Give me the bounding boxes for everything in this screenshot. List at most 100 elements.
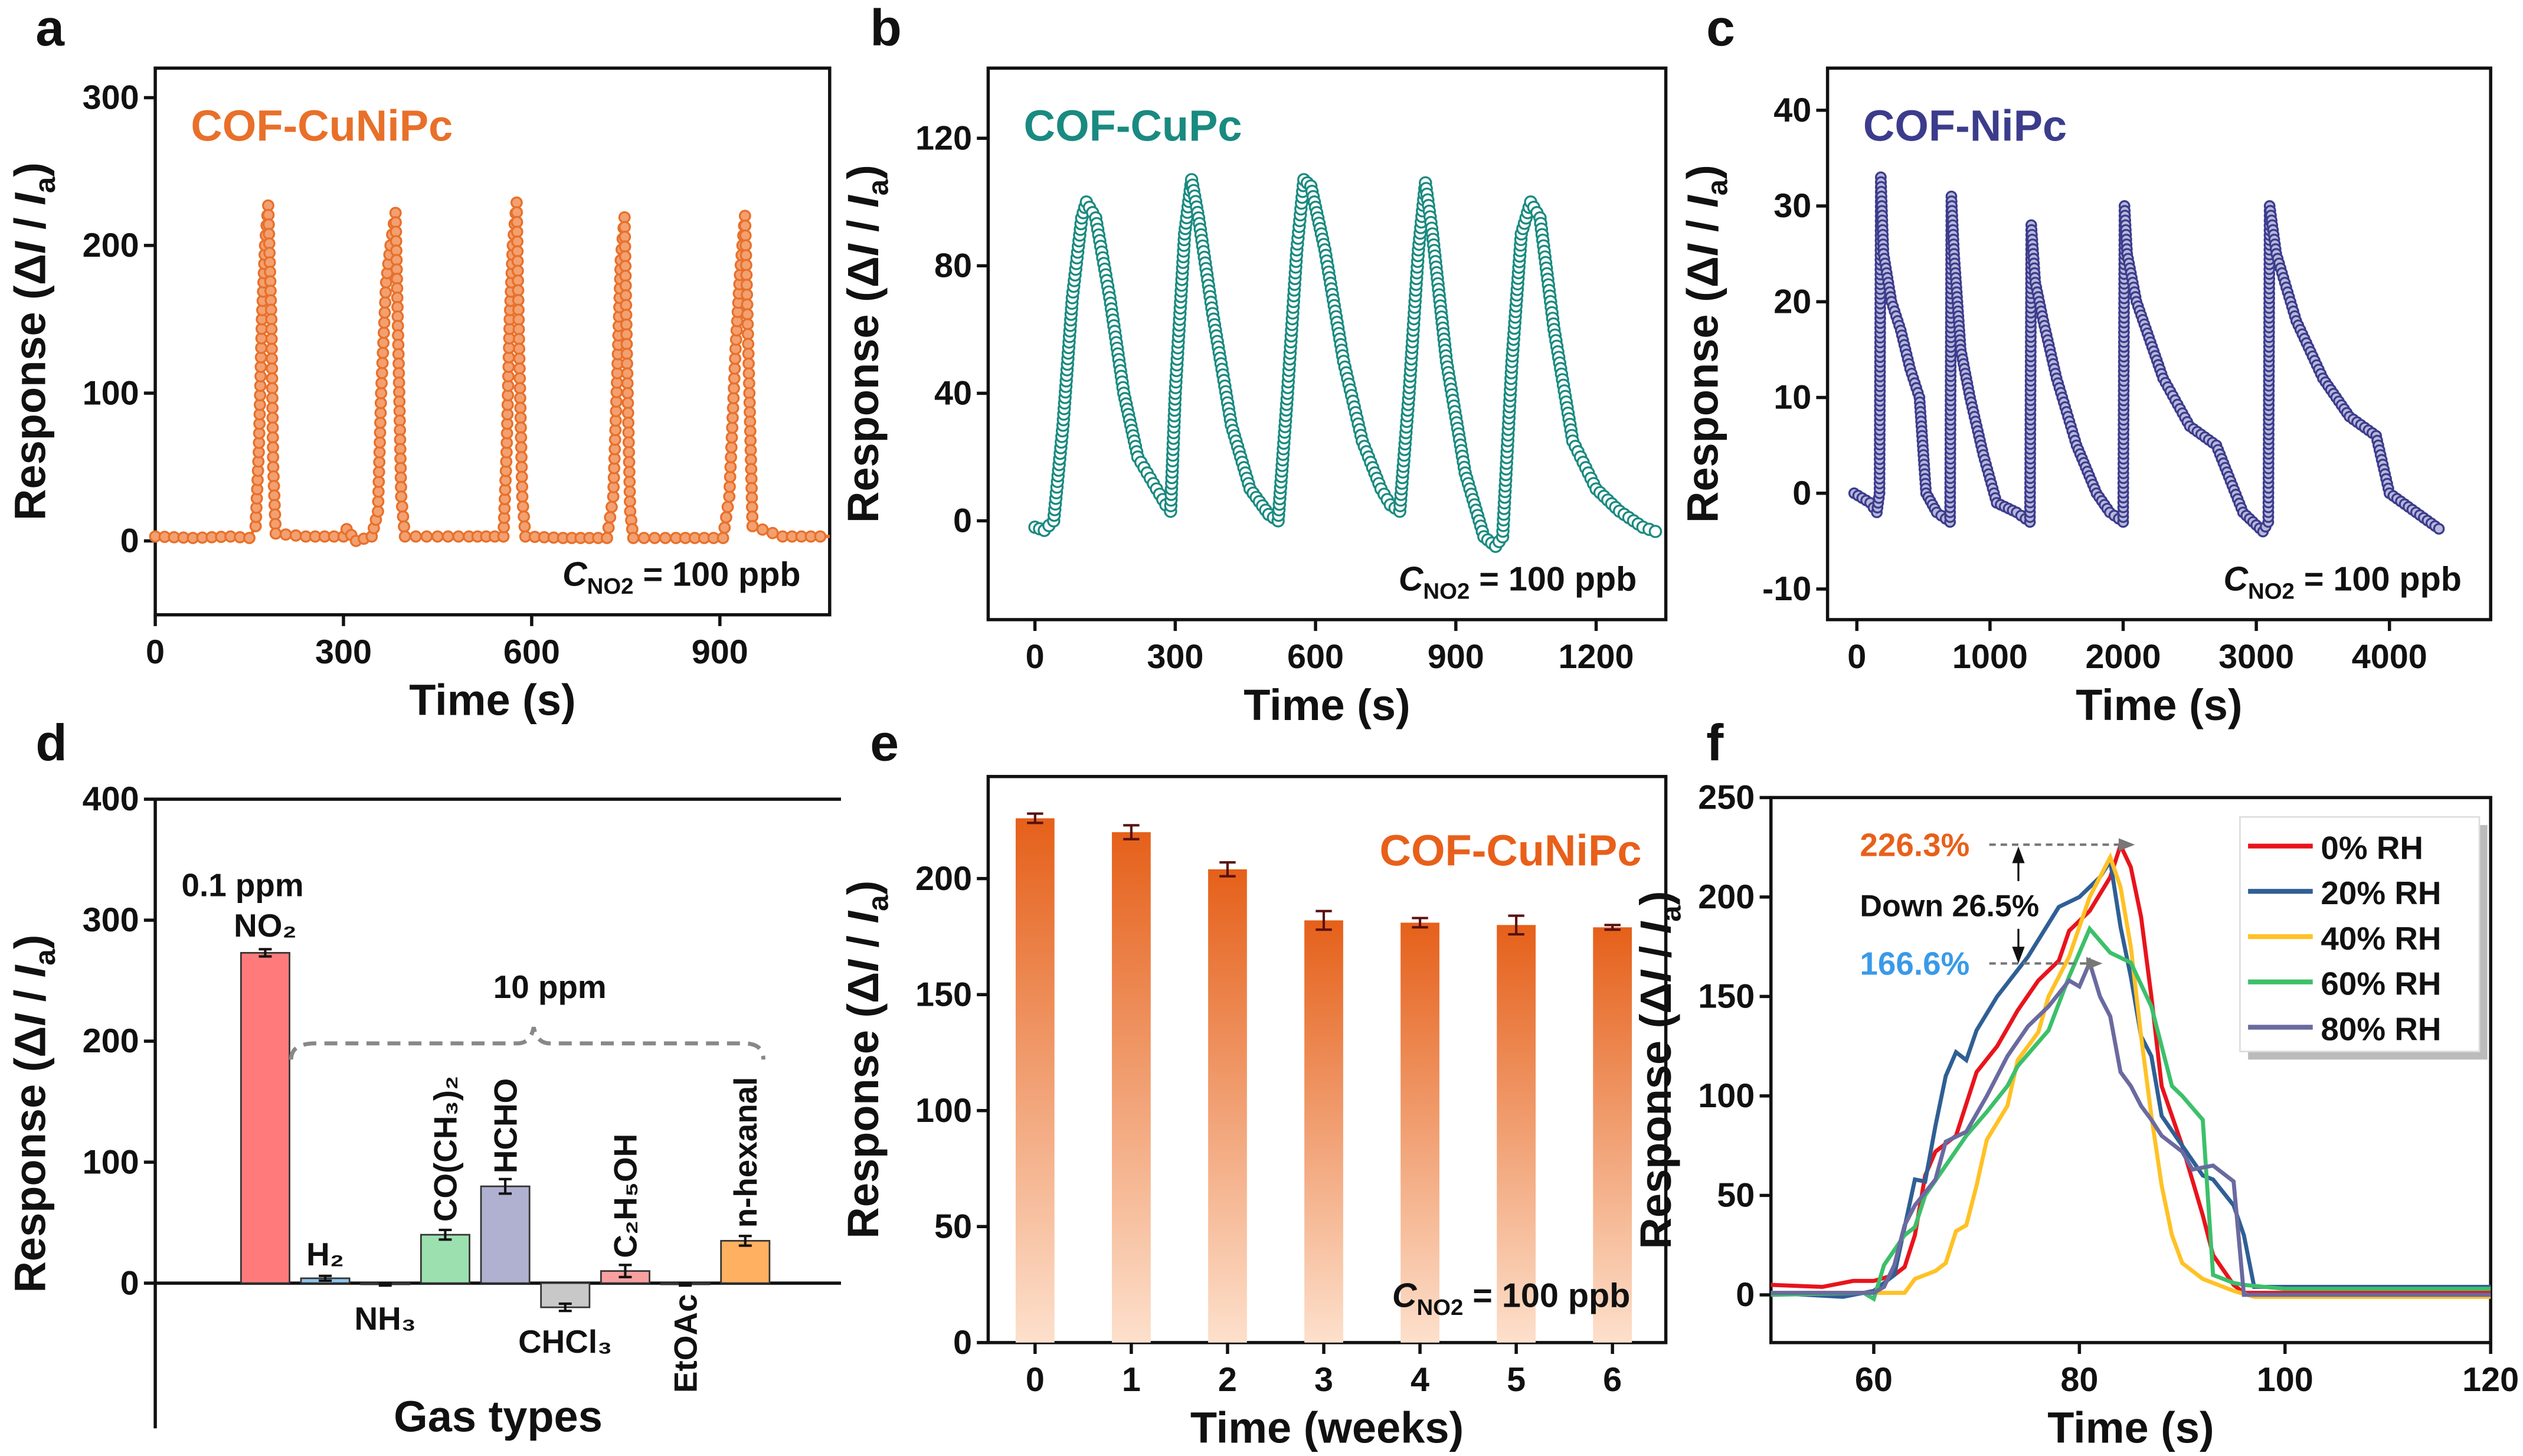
bar [1304, 920, 1343, 1343]
peak-low-label: 166.6% [1860, 945, 1969, 982]
data-point [623, 456, 636, 469]
data-point [725, 441, 738, 454]
data-point [441, 530, 454, 543]
bar-label: CO(CH₃)₂ [427, 1076, 464, 1222]
y-tick-label: 50 [934, 1208, 972, 1245]
data-point [513, 372, 526, 385]
data-point [266, 431, 279, 444]
y-tick-label: 200 [1698, 878, 1755, 916]
error-bar [1123, 824, 1140, 840]
x-tick-label: 2 [1218, 1361, 1237, 1399]
data-point [279, 528, 292, 541]
data-point [740, 279, 753, 291]
bar [1208, 869, 1247, 1343]
bar [1400, 922, 1439, 1343]
x-tick-label: 1 [1122, 1361, 1141, 1399]
x-tick-label: 0 [1847, 638, 1866, 676]
panel-a: 0 100 200 300 0 300 600 900 Time (s) Response (ΔI… [6, 66, 832, 725]
data-point [372, 505, 384, 518]
error-bar [1412, 917, 1428, 929]
data-point [513, 362, 526, 375]
error-bar [378, 1282, 392, 1287]
data-point [741, 318, 754, 331]
series-line [1771, 852, 2491, 1299]
y-tick-label: 0 [1792, 475, 1811, 512]
data-point [659, 532, 672, 544]
x-axis-label: Gas types [394, 1392, 603, 1441]
x-tick-label: 80 [2060, 1361, 2098, 1399]
data-point [623, 485, 636, 498]
data-point [518, 510, 531, 523]
data-point [372, 495, 385, 508]
data-point [515, 460, 528, 473]
error-bar [738, 1235, 752, 1247]
y-tick-label: 100 [83, 1143, 139, 1181]
panel-d: 0 100 200 300 400 NO₂ H₂ NH₃ CO(CH₃)₂ HCHO CHCl₃ C₂… [6, 780, 841, 1441]
data-point [622, 426, 635, 439]
data-point [604, 511, 617, 523]
data-point [514, 411, 527, 424]
data-point [627, 532, 640, 544]
data-point [266, 401, 279, 414]
data-point [622, 436, 635, 449]
data-point [376, 356, 389, 369]
data-point [514, 401, 527, 414]
x-tick-label: 100 [2257, 1361, 2313, 1399]
others-concentration: 10 ppm [493, 969, 607, 1005]
data-point [289, 529, 302, 542]
plot-frame [1769, 796, 2492, 1344]
y-tick-label: 200 [83, 227, 139, 264]
y-axis-label: Response (ΔI / Ia) [6, 935, 61, 1293]
error-bar [1027, 812, 1043, 824]
panel-label-c: c [1706, 0, 1735, 57]
y-tick-label: 0 [120, 1264, 139, 1302]
y-tick-label: 100 [915, 1092, 972, 1130]
data-point [395, 490, 408, 503]
panel-label-f: f [1706, 714, 1724, 771]
error-bar [1604, 924, 1621, 931]
bar-label: NH₃ [355, 1300, 416, 1337]
error-bar [679, 1282, 692, 1287]
y-tick-label: 100 [1698, 1077, 1755, 1115]
data-point [742, 367, 755, 380]
series-title: COF-CuNiPc [1380, 826, 1642, 875]
data-point [721, 500, 734, 513]
x-tick-label: 60 [1855, 1361, 1893, 1399]
concentration-annotation: CNO2 = 100 ppb [1399, 561, 1637, 604]
data-point [420, 530, 433, 543]
x-tick-label: 120 [2462, 1361, 2519, 1399]
data-point [266, 352, 278, 365]
panel-label-b: b [870, 0, 902, 57]
data-point [516, 480, 528, 493]
data-point [621, 367, 634, 380]
x-tick-label: 1000 [1952, 638, 2028, 676]
y-tick-label: 30 [1773, 187, 1811, 225]
series-title: COF-CuNiPc [191, 102, 453, 150]
concentration-brace [289, 1026, 765, 1060]
data-point [814, 530, 827, 543]
y-tick-label: 0 [953, 1324, 972, 1362]
y-axis-label: Response (ΔI / Ia) [839, 165, 894, 523]
data-point [265, 342, 278, 355]
data-point [431, 530, 444, 543]
x-tick-label: 300 [1147, 638, 1203, 676]
data-point [379, 286, 392, 299]
data-point [410, 530, 422, 543]
series-line [1853, 177, 2444, 535]
data-point [727, 401, 739, 414]
plot-frame [986, 66, 1668, 621]
data-point [766, 526, 779, 539]
data-point [720, 511, 732, 523]
y-tick-label: 400 [83, 780, 139, 818]
y-tick-label: 100 [83, 374, 139, 412]
data-point [601, 532, 613, 544]
y-tick-label: 300 [83, 901, 139, 939]
data-point [515, 451, 528, 464]
data-point [648, 532, 661, 544]
y-axis-label: Response (ΔI / Ia) [1631, 891, 1687, 1249]
data-point [724, 480, 736, 493]
data-point [374, 397, 387, 410]
y-tick-label: 120 [915, 119, 972, 157]
